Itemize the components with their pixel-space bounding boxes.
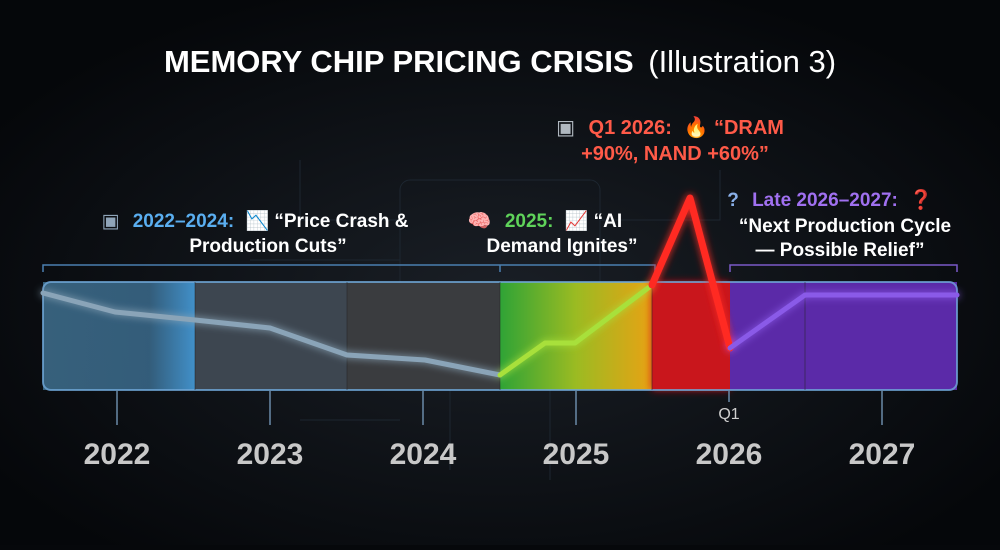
segment-2024 xyxy=(347,282,500,390)
year-label: 2027 xyxy=(849,438,916,471)
year-label: 2024 xyxy=(390,438,457,471)
annotation-icon: 🧠 xyxy=(468,210,492,232)
annotation-label: Late 2026–2027: xyxy=(752,190,898,211)
annotation-text: Demand Ignites” xyxy=(487,236,638,257)
segment-2025 xyxy=(500,282,652,390)
segment-2026-2027 xyxy=(730,282,957,390)
q1-marker: Q1 xyxy=(718,406,739,423)
annotation-icon: ? xyxy=(727,190,739,211)
title-main: MEMORY CHIP PRICING CRISIS xyxy=(164,44,634,79)
annotation-text: — Possible Relief” xyxy=(756,240,925,261)
title-suffix: (Illustration 3) xyxy=(648,44,836,79)
annotation-text: 📈 “AI xyxy=(565,209,622,232)
year-label: 2023 xyxy=(237,438,304,471)
annotation-label: 2025: xyxy=(505,211,554,232)
annotation: ▣ 2022–2024: 📉 “Price Crash & xyxy=(101,209,408,232)
period-brackets xyxy=(42,264,958,272)
annotation-icon: ▣ xyxy=(101,211,119,232)
year-label: 2026 xyxy=(696,438,763,471)
annotation-icon: ▣ xyxy=(556,117,575,139)
segment-2023 xyxy=(195,282,347,390)
annotation-label: 2022–2024: xyxy=(133,211,234,232)
year-label: 2022 xyxy=(84,438,151,471)
year-labels: 2022 2023 2024 2025 2026 2027 xyxy=(84,438,916,471)
annotation-text: 🔥 “DRAM xyxy=(683,115,783,139)
title: MEMORY CHIP PRICING CRISIS (Illustration… xyxy=(164,44,836,79)
annotation-text: ❓ xyxy=(909,188,933,211)
year-label: 2025 xyxy=(543,438,610,471)
annotation-text: +90%, NAND +60%” xyxy=(581,143,769,165)
annotation: ▣ Q1 2026: 🔥 “DRAM xyxy=(556,115,784,139)
timeline-bar xyxy=(42,281,958,391)
price-line xyxy=(40,194,960,378)
annotation: 🧠 2025: 📈 “AI xyxy=(468,209,622,232)
annotation: ? Late 2026–2027: ❓ xyxy=(727,188,933,211)
annotation-text: Production Cuts” xyxy=(189,236,346,257)
annotation-text: 📉 “Price Crash & xyxy=(245,209,408,232)
annotation-label: Q1 2026: xyxy=(589,117,672,139)
year-ticks xyxy=(116,390,883,425)
annotation-text: “Next Production Cycle xyxy=(739,216,951,237)
